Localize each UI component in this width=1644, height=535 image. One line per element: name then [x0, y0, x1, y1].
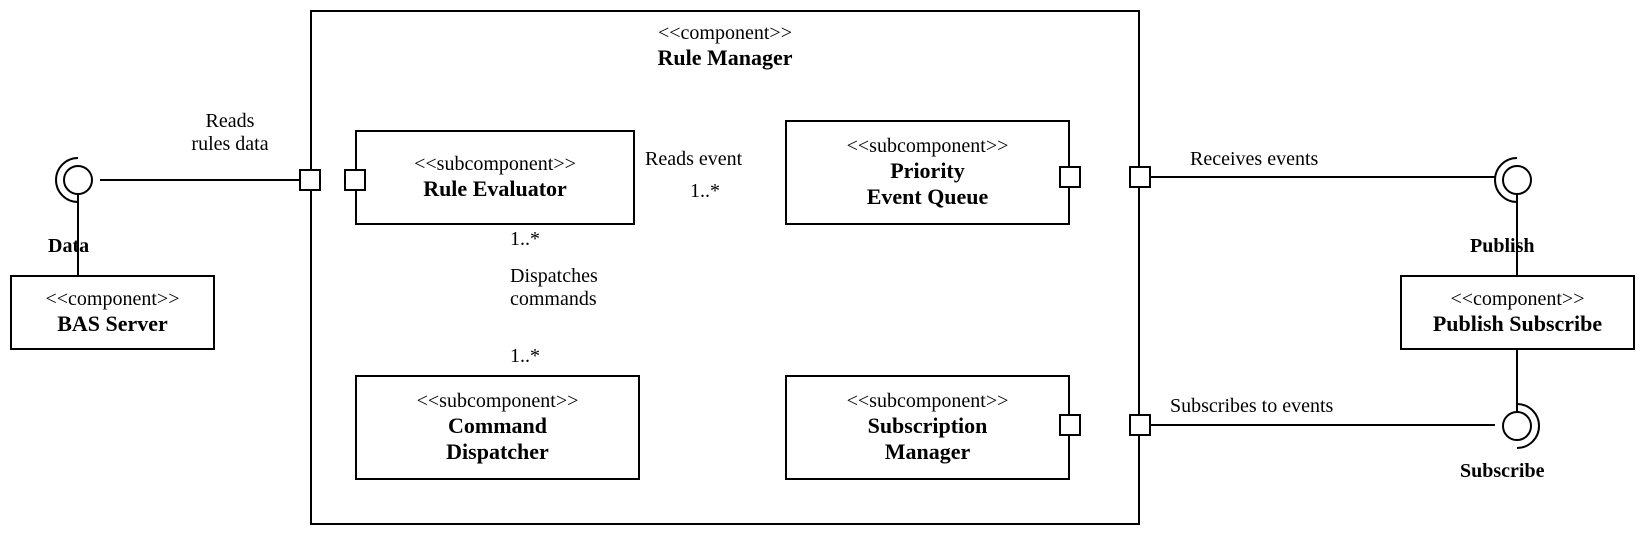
- rule-evaluator-stereo: <<subcomponent>>: [414, 153, 576, 176]
- priority-queue-name1: Priority: [890, 158, 965, 184]
- priority-queue-subcomponent: <<subcomponent>> Priority Event Queue: [785, 120, 1070, 225]
- priority-queue-name2: Event Queue: [867, 184, 989, 210]
- data-label: Data: [48, 235, 89, 258]
- bas-server-name: BAS Server: [57, 311, 168, 337]
- dispatches-1: Dispatches: [510, 265, 598, 288]
- dispatches-mult-bot: 1..*: [510, 345, 540, 368]
- reads-event-mult: 1..*: [690, 180, 720, 203]
- subscribes-events-label: Subscribes to events: [1170, 395, 1333, 418]
- subscription-manager-name2: Manager: [885, 439, 971, 465]
- reads-event-label: Reads event: [645, 148, 742, 171]
- pubsub-stereo: <<component>>: [1451, 288, 1585, 311]
- publish-subscribe-component: <<component>> Publish Subscribe: [1400, 275, 1635, 350]
- command-dispatcher-name2: Dispatcher: [446, 439, 549, 465]
- reads-rules-1: Reads: [160, 110, 300, 133]
- command-dispatcher-name1: Command: [448, 413, 547, 439]
- priority-queue-stereo: <<subcomponent>>: [847, 135, 1009, 158]
- command-dispatcher-stereo: <<subcomponent>>: [417, 390, 579, 413]
- pubsub-name: Publish Subscribe: [1433, 311, 1602, 337]
- rule-manager-name: Rule Manager: [657, 45, 792, 71]
- dispatches-label: Dispatches commands: [510, 265, 598, 311]
- publish-label: Publish: [1470, 235, 1534, 258]
- port-rule-manager-right-bot: [1129, 414, 1151, 436]
- port-subscription-manager-right: [1059, 414, 1081, 436]
- dispatches-mult-top: 1..*: [510, 228, 540, 251]
- rule-evaluator-subcomponent: <<subcomponent>> Rule Evaluator: [355, 130, 635, 225]
- reads-rules-2: rules data: [160, 133, 300, 156]
- rule-evaluator-name: Rule Evaluator: [423, 176, 567, 202]
- bas-server-component: <<component>> BAS Server: [10, 275, 215, 350]
- dispatches-2: commands: [510, 288, 598, 311]
- receives-events-label: Receives events: [1190, 148, 1318, 171]
- port-rule-manager-right-top: [1129, 166, 1151, 188]
- subscription-manager-subcomponent: <<subcomponent>> Subscription Manager: [785, 375, 1070, 480]
- port-priority-queue-right: [1059, 166, 1081, 188]
- bas-server-stereo: <<component>>: [46, 288, 180, 311]
- subscribe-label: Subscribe: [1460, 460, 1544, 483]
- reads-rules-label: Reads rules data: [160, 110, 300, 156]
- command-dispatcher-subcomponent: <<subcomponent>> Command Dispatcher: [355, 375, 640, 480]
- port-rule-manager-left: [299, 169, 321, 191]
- subscription-manager-name1: Subscription: [868, 413, 988, 439]
- subscription-manager-stereo: <<subcomponent>>: [847, 390, 1009, 413]
- port-rule-evaluator-left: [344, 169, 366, 191]
- rule-manager-stereo: <<component>>: [658, 22, 792, 45]
